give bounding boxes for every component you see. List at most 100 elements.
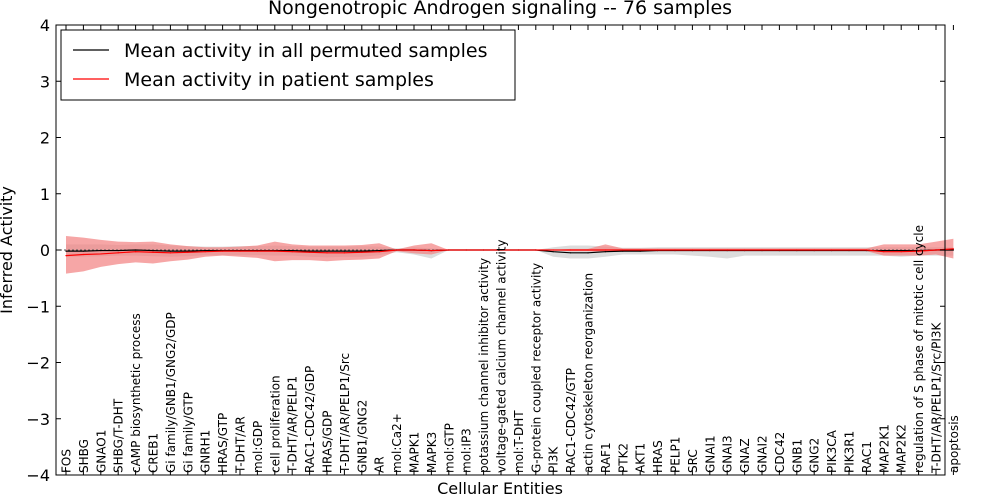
x-tick-label-23: mol:IP3 — [460, 428, 474, 473]
y-tick-label--4: −4 — [26, 466, 50, 485]
point-patient-23 — [465, 249, 467, 251]
x-tick-label-11: mol:GDP — [251, 421, 265, 473]
point-patient-50 — [935, 249, 937, 251]
point-patient-19 — [396, 249, 398, 251]
x-tick-label-32: PTK2 — [616, 443, 630, 473]
point-permuted-7 — [187, 250, 189, 252]
x-tick-label-26: mol:T-DHT — [512, 410, 526, 473]
point-permuted-1 — [82, 250, 84, 252]
point-permuted-33 — [639, 250, 641, 252]
x-tick-label-12: cell proliferation — [268, 375, 282, 473]
point-patient-0 — [65, 255, 67, 257]
point-patient-31 — [604, 249, 607, 251]
point-permuted-6 — [169, 250, 171, 252]
x-tick-label-36: SRC — [686, 449, 700, 473]
point-patient-15 — [326, 252, 328, 254]
point-patient-17 — [361, 251, 363, 253]
point-patient-14 — [309, 251, 311, 253]
x-tick-label-51: apoptosis — [947, 415, 961, 473]
x-tick-label-47: MAP2K1 — [877, 424, 891, 473]
point-permuted-29 — [570, 252, 572, 254]
point-patient-43 — [813, 249, 815, 251]
x-tick-label-44: PIK3CA — [825, 429, 839, 473]
point-patient-51 — [952, 248, 955, 250]
x-tick-label-40: GNAI2 — [756, 435, 770, 473]
point-patient-3 — [117, 252, 119, 254]
point-permuted-8 — [204, 249, 206, 252]
x-tick-label-14: RAC1-CDC42/GDP — [303, 366, 317, 473]
point-patient-26 — [517, 249, 520, 251]
x-tick-label-29: RAC1-CDC42/GTP — [564, 368, 578, 473]
point-patient-34 — [657, 249, 659, 251]
point-patient-4 — [135, 251, 137, 253]
x-tick-label-18: AR — [373, 456, 387, 473]
x-tick-label-1: SHBG — [77, 439, 91, 473]
x-tick-label-21: MAPK3 — [425, 432, 439, 473]
y-axis-title: Inferred Activity — [0, 186, 16, 314]
x-tick-label-39: GNAZ — [738, 438, 752, 473]
point-permuted-18 — [378, 249, 380, 252]
point-permuted-3 — [117, 249, 119, 252]
point-patient-38 — [726, 249, 728, 251]
point-patient-28 — [552, 249, 554, 251]
x-tick-label-19: mol:Ca2+ — [390, 413, 404, 473]
legend: Mean activity in all permuted samples Me… — [60, 29, 516, 101]
point-patient-45 — [848, 249, 850, 251]
legend-box — [60, 29, 516, 101]
chart-title: Nongenotropic Androgen signaling -- 76 s… — [268, 0, 732, 19]
point-patient-1 — [82, 253, 84, 256]
legend-label-patient: Mean activity in patient samples — [124, 69, 434, 91]
point-permuted-28 — [552, 251, 554, 253]
y-tick-label-0: 0 — [40, 241, 50, 260]
point-permuted-5 — [152, 249, 154, 252]
x-tick-label-3: SHBG/T-DHT — [112, 398, 126, 473]
x-tick-label-43: GNG2 — [808, 438, 822, 473]
point-permuted-32 — [622, 250, 624, 252]
point-patient-9 — [222, 250, 224, 252]
series-lines — [65, 248, 955, 257]
point-patient-48 — [900, 251, 902, 253]
legend-label-permuted: Mean activity in all permuted samples — [124, 40, 487, 62]
x-tick-label-46: RAC1 — [860, 441, 874, 473]
point-patient-35 — [674, 249, 676, 251]
x-tick-label-5: CREB1 — [147, 433, 161, 473]
x-tick-label-8: GNRH1 — [199, 430, 213, 473]
point-patient-13 — [291, 251, 293, 253]
y-tick-label--3: −3 — [26, 410, 50, 429]
x-tick-label-49: regulation of S phase of mitotic cell cy… — [912, 225, 926, 473]
band-patient — [66, 235, 954, 274]
point-patient-5 — [152, 251, 154, 253]
x-tick-label-33: AKT1 — [634, 443, 648, 473]
point-patient-12 — [274, 250, 276, 252]
point-patient-33 — [639, 249, 641, 251]
point-patient-41 — [778, 249, 781, 251]
point-patient-8 — [204, 251, 206, 253]
point-permuted-51 — [952, 249, 955, 251]
point-patient-21 — [430, 249, 432, 252]
x-tick-label-41: CDC42 — [773, 432, 787, 473]
point-patient-6 — [169, 252, 171, 254]
x-tick-label-15: HRAS/GDP — [321, 410, 335, 473]
x-tick-label-50: T-DHT/AR/PELP1/Src/PI3K — [930, 321, 944, 474]
point-patient-18 — [378, 251, 380, 253]
point-patient-40 — [761, 249, 763, 251]
point-patient-24 — [483, 249, 485, 251]
point-patient-10 — [239, 250, 241, 252]
x-tick-label-6: Gi family/GNB1/GNG2/GDP — [164, 312, 178, 473]
y-tick-label-2: 2 — [40, 129, 50, 148]
x-tick-label-30: actin cytoskeleton reorganization — [582, 273, 596, 473]
x-tick-label-25: voltage-gated calcium channel activity — [495, 239, 509, 473]
y-axis: −4 −3 −2 −1 0 1 2 3 4 — [26, 16, 945, 485]
x-tick-label-37: GNAI1 — [703, 435, 717, 473]
point-patient-30 — [587, 249, 589, 251]
x-tick-label-38: GNAI3 — [721, 435, 735, 473]
point-permuted-13 — [291, 249, 293, 252]
point-permuted-4 — [135, 249, 137, 251]
point-patient-29 — [570, 249, 572, 251]
point-patient-44 — [831, 249, 833, 251]
x-tick-label-31: RAF1 — [599, 442, 613, 473]
x-tick-label-16: T-DHT/AR/PELP1/Src — [338, 353, 352, 474]
point-patient-20 — [413, 249, 415, 251]
x-tick-label-7: Gi family/GTP — [181, 392, 195, 473]
x-axis: FOS SHBG GNAO1 SHBG/T-DHT cAMP biosynthetic … — [60, 25, 961, 475]
